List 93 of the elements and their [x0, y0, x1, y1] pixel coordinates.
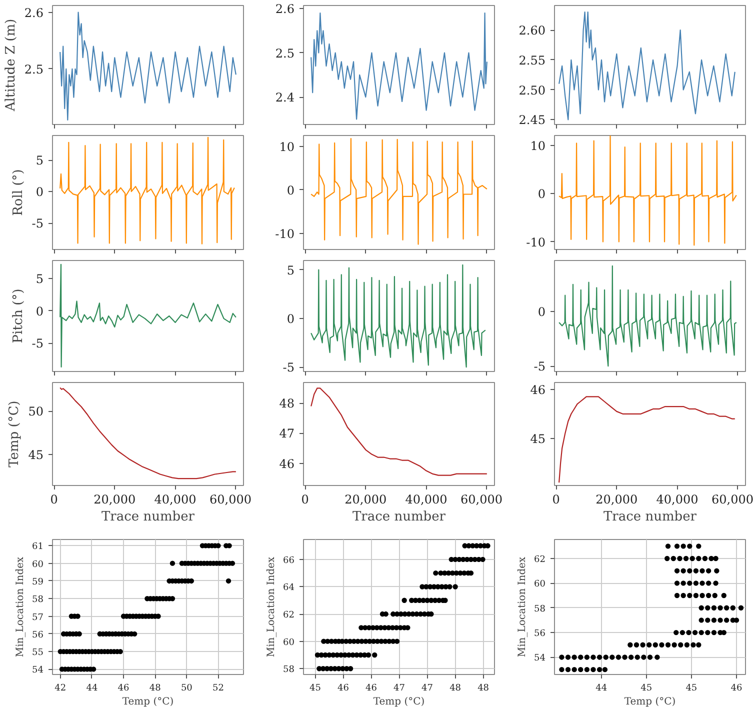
y-tick-label: 46	[530, 382, 546, 397]
x-tick-label: 52	[212, 684, 224, 694]
y-tick-label: 0	[286, 183, 295, 198]
x-tick-label: 46	[338, 684, 350, 694]
y-tick-label: 2.45	[518, 113, 546, 128]
x-tick-label: 40,000	[656, 492, 698, 506]
x-axis-title: Trace number	[603, 510, 698, 524]
y-axis-title: Temp (°C)	[7, 400, 22, 468]
y-tick-label: 61	[32, 542, 44, 552]
x-tick-label: 45	[310, 684, 322, 694]
y-tick-label: 2.60	[518, 24, 546, 38]
y-tick-label: 5	[286, 263, 295, 278]
x-tick-label: 46	[730, 684, 742, 694]
y-tick-label: 2.6	[275, 2, 295, 16]
y-tick-label: 2.5	[24, 62, 44, 76]
x-tick-label: 40,000	[405, 492, 448, 506]
y-tick-label: 54	[32, 666, 44, 676]
y-tick-label: 48	[279, 396, 295, 411]
y-tick-label: 2.50	[518, 83, 546, 98]
x-tick-label: 42	[54, 684, 66, 694]
x-tick-label: 40,000	[154, 492, 196, 506]
y-tick-label: 62	[534, 555, 546, 566]
x-tick-label: 60,000	[460, 492, 503, 506]
y-tick-label: -5	[32, 216, 44, 231]
y-tick-label: -5	[282, 360, 295, 375]
y-tick-label: 0	[36, 304, 44, 318]
y-tick-label: -10	[526, 235, 546, 250]
x-tick-label: 48	[149, 684, 162, 694]
y-tick-label: 0	[538, 305, 546, 320]
x-tick-label: 20,000	[94, 492, 136, 506]
y-tick-label: 56	[32, 630, 44, 640]
x-tick-label: 0	[552, 492, 560, 506]
y-tick-label: 58	[283, 665, 295, 676]
y-tick-label: 66	[283, 556, 295, 566]
y-axis-title: Min_Location Index	[266, 556, 278, 658]
x-tick-label: 0	[301, 492, 309, 506]
y-tick-label: 5	[36, 154, 44, 168]
x-axis-title: Temp (°C)	[122, 696, 174, 708]
x-tick-label: 48	[478, 684, 490, 694]
y-tick-label: 55	[32, 648, 44, 658]
x-tick-label: 50	[180, 684, 193, 694]
x-tick-label: 47	[394, 684, 406, 694]
y-tick-label: 2.5	[275, 46, 295, 60]
y-tick-label: 50	[28, 404, 44, 419]
y-tick-label: 0	[286, 312, 295, 326]
x-tick-label: 44	[596, 684, 608, 694]
x-tick-label: 60,000	[210, 492, 252, 506]
y-tick-label: 47	[279, 426, 295, 441]
x-axis-title: Trace number	[352, 510, 446, 524]
y-tick-label: 56	[534, 629, 546, 640]
y-tick-label: 54	[534, 654, 546, 664]
y-tick-label: 0	[538, 187, 546, 202]
x-axis-title: Temp (°C)	[373, 696, 425, 708]
x-tick-label: 20,000	[596, 492, 638, 506]
x-axis-title: Temp (°C)	[624, 696, 676, 708]
y-tick-label: 57	[32, 612, 44, 623]
x-tick-label: 46	[366, 684, 378, 694]
y-axis-title: Min_Location Index	[517, 556, 528, 658]
y-tick-label: -10	[275, 226, 295, 241]
x-tick-label: 0	[50, 492, 58, 506]
y-tick-label: 64	[283, 583, 295, 594]
y-tick-label: 10	[279, 140, 295, 154]
y-tick-label: 10	[530, 139, 546, 154]
y-tick-label: 2.55	[518, 53, 546, 68]
y-tick-label: 60	[283, 638, 295, 648]
y-tick-label: 0	[36, 185, 44, 200]
y-tick-label: 60	[534, 580, 546, 590]
x-tick-label: 46	[118, 684, 130, 694]
x-axis-title: Trace number	[101, 510, 196, 524]
y-tick-label: 2.4	[275, 90, 295, 105]
y-tick-label: 60	[32, 560, 44, 570]
y-tick-label: -5	[32, 336, 44, 351]
x-tick-label: 44	[86, 684, 98, 694]
x-tick-label: 48	[450, 684, 462, 694]
x-tick-label: 20,000	[344, 492, 387, 506]
y-axis-title: Roll (°)	[10, 169, 26, 216]
y-tick-label: 5	[36, 272, 44, 286]
x-tick-label: 60,000	[712, 492, 753, 506]
y-tick-label: -5	[534, 360, 546, 374]
y-tick-label: 2.6	[24, 6, 44, 20]
y-axis-title: Pitch (°)	[10, 288, 26, 344]
y-tick-label: 45	[530, 432, 546, 446]
x-tick-label: 45	[640, 684, 652, 694]
y-axis-title: Altitude Z (m)	[3, 18, 18, 112]
y-tick-label: 46	[279, 456, 295, 471]
y-axis-title: Min_Location Index	[15, 556, 26, 658]
x-tick-label: 47	[422, 684, 434, 694]
y-tick-label: 59	[32, 577, 44, 588]
y-tick-label: 58	[32, 595, 44, 606]
y-tick-label: 45	[28, 448, 44, 462]
x-tick-label: 45	[686, 684, 698, 694]
y-tick-label: 62	[283, 610, 294, 621]
y-tick-label: 58	[534, 604, 546, 614]
